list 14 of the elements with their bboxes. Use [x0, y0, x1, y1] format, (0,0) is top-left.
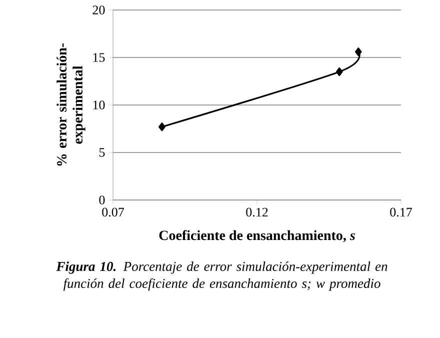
y-tick-label: 0: [99, 196, 105, 204]
point: [158, 122, 166, 132]
x-tick-label: 0.12: [246, 208, 268, 217]
text: Figura 10. Porcentaje de error simulación-experimental en función del coeficiente de ensanchamiento s; w promedio: [56, 262, 388, 291]
y-tick-label: 10: [93, 100, 105, 110]
x-axis-title: Coeficiente de ensanchamiento, s: [159, 230, 355, 242]
y-axis-title: % error simulación-experimental: [56, 43, 86, 166]
x-tick-label: 0.07: [102, 208, 124, 217]
x-tick-label: 0.17: [390, 208, 412, 217]
y-tick-label: 20: [92, 6, 105, 14]
point: [336, 67, 343, 76]
y-tick-label: 5: [99, 148, 105, 157]
y-tick-label: 15: [93, 53, 105, 62]
point: [354, 48, 362, 56]
